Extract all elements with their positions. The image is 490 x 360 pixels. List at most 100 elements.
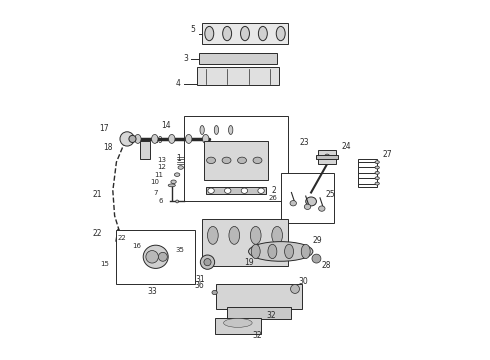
Ellipse shape bbox=[135, 134, 141, 143]
Ellipse shape bbox=[222, 157, 231, 163]
Bar bbox=[206, 187, 267, 194]
Text: 11: 11 bbox=[154, 172, 163, 177]
Text: 20: 20 bbox=[154, 136, 164, 145]
Ellipse shape bbox=[143, 245, 168, 269]
Text: 36: 36 bbox=[194, 281, 204, 290]
Ellipse shape bbox=[120, 132, 134, 146]
Bar bbox=[197, 67, 279, 85]
Ellipse shape bbox=[205, 26, 214, 41]
Ellipse shape bbox=[375, 166, 379, 169]
Text: 2: 2 bbox=[272, 186, 276, 195]
Ellipse shape bbox=[258, 26, 268, 41]
Bar bbox=[358, 158, 377, 187]
Text: 35: 35 bbox=[175, 247, 184, 253]
Text: 25: 25 bbox=[325, 190, 335, 199]
Text: 3: 3 bbox=[183, 54, 188, 63]
Ellipse shape bbox=[304, 204, 311, 210]
Text: 27: 27 bbox=[383, 150, 392, 159]
Text: 18: 18 bbox=[103, 143, 113, 152]
Ellipse shape bbox=[208, 188, 214, 193]
Text: 34: 34 bbox=[155, 249, 163, 254]
Text: 5: 5 bbox=[190, 26, 195, 35]
Text: 10: 10 bbox=[150, 179, 159, 185]
Text: 29: 29 bbox=[313, 236, 322, 245]
Bar bbox=[198, 53, 277, 64]
Ellipse shape bbox=[253, 157, 262, 163]
Ellipse shape bbox=[312, 254, 321, 263]
Ellipse shape bbox=[214, 126, 219, 134]
Text: 4: 4 bbox=[176, 79, 181, 88]
Text: 30: 30 bbox=[298, 277, 308, 286]
Ellipse shape bbox=[224, 188, 231, 193]
Ellipse shape bbox=[200, 126, 204, 134]
Bar bbox=[227, 307, 292, 319]
Ellipse shape bbox=[129, 135, 136, 143]
Text: 26: 26 bbox=[268, 195, 277, 201]
Ellipse shape bbox=[223, 319, 252, 327]
Ellipse shape bbox=[207, 157, 216, 163]
Ellipse shape bbox=[200, 255, 215, 269]
Text: 16: 16 bbox=[132, 243, 142, 249]
Text: 12: 12 bbox=[158, 165, 167, 171]
Ellipse shape bbox=[241, 188, 247, 193]
Bar bbox=[202, 23, 288, 44]
Text: 17: 17 bbox=[99, 124, 109, 133]
Bar bbox=[140, 141, 150, 158]
Ellipse shape bbox=[375, 182, 379, 185]
Text: 32: 32 bbox=[267, 311, 276, 320]
Text: 6: 6 bbox=[158, 198, 163, 204]
Ellipse shape bbox=[306, 197, 317, 206]
Text: 22: 22 bbox=[93, 229, 102, 238]
Ellipse shape bbox=[228, 126, 233, 134]
Ellipse shape bbox=[241, 26, 249, 41]
Ellipse shape bbox=[250, 226, 261, 244]
Bar bbox=[215, 318, 261, 334]
Ellipse shape bbox=[291, 284, 299, 293]
Bar bbox=[117, 230, 195, 284]
Text: 19: 19 bbox=[244, 258, 253, 267]
Text: 28: 28 bbox=[322, 261, 331, 270]
Ellipse shape bbox=[285, 244, 294, 258]
Ellipse shape bbox=[251, 244, 260, 258]
Ellipse shape bbox=[229, 226, 240, 244]
Ellipse shape bbox=[324, 154, 330, 159]
Ellipse shape bbox=[204, 258, 211, 266]
Bar bbox=[317, 155, 338, 158]
Text: 13: 13 bbox=[157, 157, 167, 163]
Text: 14: 14 bbox=[162, 121, 171, 130]
Ellipse shape bbox=[202, 134, 209, 143]
Text: 33: 33 bbox=[147, 287, 157, 296]
Ellipse shape bbox=[268, 244, 277, 258]
Text: 21: 21 bbox=[93, 190, 102, 199]
Ellipse shape bbox=[178, 166, 183, 169]
Ellipse shape bbox=[169, 134, 175, 143]
Ellipse shape bbox=[151, 134, 158, 143]
Ellipse shape bbox=[171, 180, 176, 184]
Bar bbox=[184, 116, 288, 202]
Text: 24: 24 bbox=[342, 141, 351, 150]
Ellipse shape bbox=[176, 200, 178, 203]
Bar bbox=[204, 141, 268, 180]
Ellipse shape bbox=[186, 134, 192, 143]
Bar bbox=[217, 284, 302, 309]
Text: 32: 32 bbox=[252, 331, 262, 340]
Ellipse shape bbox=[375, 161, 379, 163]
Ellipse shape bbox=[301, 244, 310, 258]
Ellipse shape bbox=[290, 201, 296, 206]
Ellipse shape bbox=[207, 226, 218, 244]
Ellipse shape bbox=[258, 188, 264, 193]
Ellipse shape bbox=[248, 242, 313, 261]
Bar bbox=[318, 150, 336, 164]
Ellipse shape bbox=[168, 184, 175, 187]
Text: 1: 1 bbox=[176, 154, 181, 163]
Text: 31: 31 bbox=[196, 275, 205, 284]
Ellipse shape bbox=[146, 251, 158, 263]
Ellipse shape bbox=[272, 226, 283, 244]
Ellipse shape bbox=[375, 177, 379, 180]
Ellipse shape bbox=[222, 26, 232, 41]
Text: 23: 23 bbox=[300, 138, 309, 147]
Ellipse shape bbox=[158, 252, 167, 261]
Ellipse shape bbox=[212, 291, 218, 295]
Ellipse shape bbox=[174, 173, 180, 176]
Text: 22: 22 bbox=[118, 235, 126, 241]
